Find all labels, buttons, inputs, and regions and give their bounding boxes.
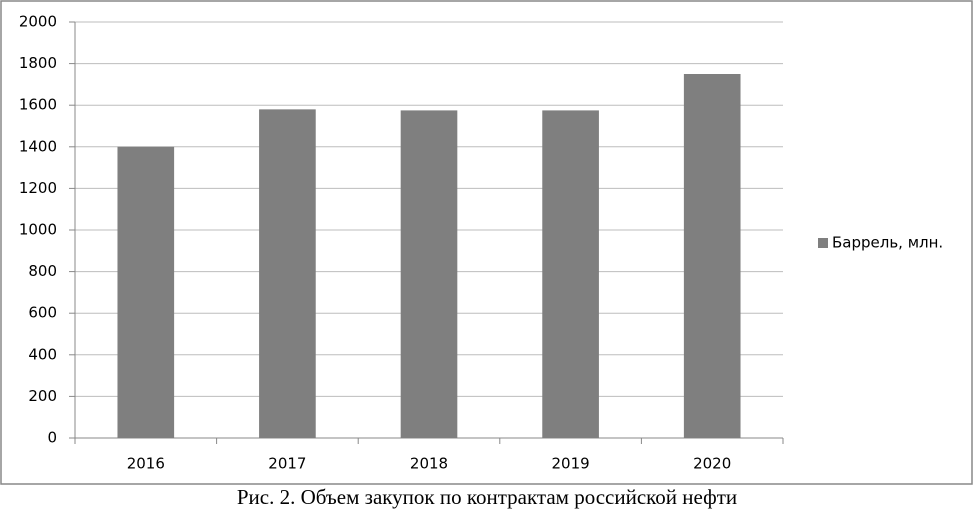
y-tick-label: 800 [28,262,57,280]
x-tick-label: 2016 [127,455,165,473]
y-tick-label: 200 [28,387,57,405]
y-tick-label: 1000 [19,221,57,239]
legend-label: Баррель, млн. [832,234,943,252]
y-tick-label: 1800 [19,54,57,72]
legend-swatch [818,238,828,248]
x-tick-label: 2020 [693,455,731,473]
y-tick-label: 2000 [19,13,57,31]
y-tick-label: 1200 [19,179,57,197]
y-tick-label: 1600 [19,96,57,114]
bar [259,109,316,439]
caption: Рис. 2. Объем закупок по контрактам росс… [237,485,737,509]
bar [683,74,741,438]
x-tick-label: 2018 [410,455,448,473]
bar [542,110,599,439]
y-tick-label: 1400 [19,137,57,155]
bar [117,146,175,439]
y-tick-label: 600 [28,304,57,322]
y-tick-label: 400 [28,345,57,363]
x-tick-label: 2017 [268,455,306,473]
bar [400,110,458,439]
y-tick-label: 0 [47,429,57,447]
x-tick-label: 2019 [552,455,590,473]
